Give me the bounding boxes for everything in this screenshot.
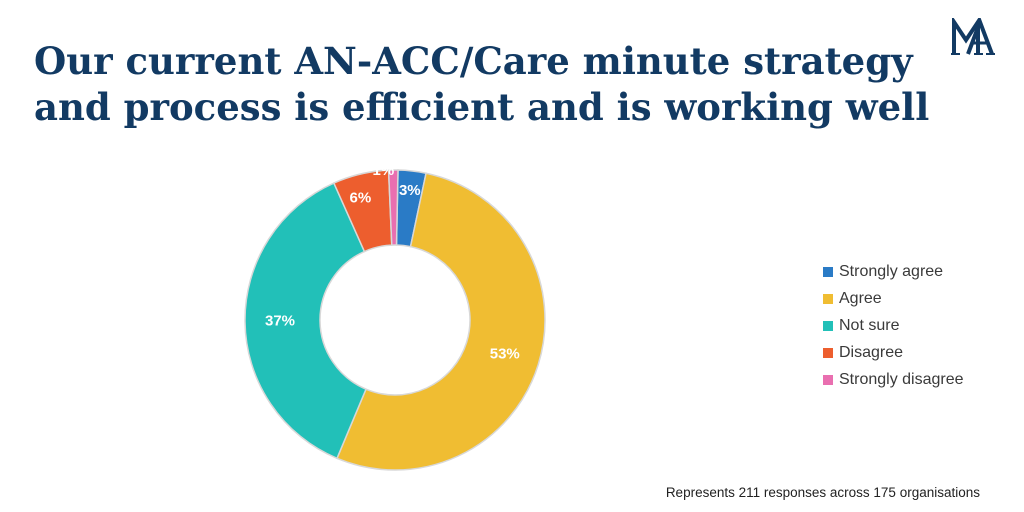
title-line-2: and process is efficient and is working …: [34, 85, 930, 129]
am-monogram-logo-icon: [951, 18, 995, 55]
slice-label-disagree: 6%: [349, 189, 371, 206]
legend-item-strongly-agree: Strongly agree: [823, 258, 964, 285]
legend-label: Disagree: [839, 343, 904, 361]
legend-swatch: [823, 266, 833, 277]
slice-label-strongly-disagree: 1%: [373, 162, 395, 179]
slice-label-not-sure: 37%: [265, 312, 295, 329]
legend-swatch: [823, 374, 833, 385]
legend-item-disagree: Disagree: [823, 339, 964, 366]
slice-label-agree: 53%: [490, 345, 520, 362]
donut-slice-agree: [336, 172, 546, 471]
legend-item-strongly-disagree: Strongly disagree: [823, 366, 964, 393]
donut-slice-strongly-disagree: [387, 169, 399, 246]
slice-label-strongly-agree: 3%: [399, 182, 421, 199]
donut-slice-not-sure: [244, 182, 367, 460]
legend-label: Not sure: [839, 316, 900, 334]
legend-swatch: [823, 293, 833, 304]
legend-label: Strongly disagree: [839, 370, 964, 388]
legend-swatch: [823, 320, 833, 331]
donut-chart: 3% 53% 37% 6%1%: [244, 162, 546, 471]
title-line-1: Our current AN-ACC/Care minute strategy: [34, 39, 913, 83]
legend-label: Strongly agree: [839, 262, 944, 280]
legend-swatch: [823, 347, 833, 358]
page-title: Our current AN-ACC/Care minute strategy …: [34, 38, 934, 130]
response-footnote: Represents 211 responses across 175 orga…: [665, 485, 980, 500]
legend-item-agree: Agree: [823, 285, 964, 312]
chart-legend: Strongly agree Agree Not sure Disagree Stron…: [823, 258, 964, 393]
legend-label: Agree: [839, 289, 882, 307]
legend-item-not-sure: Not sure: [823, 312, 964, 339]
